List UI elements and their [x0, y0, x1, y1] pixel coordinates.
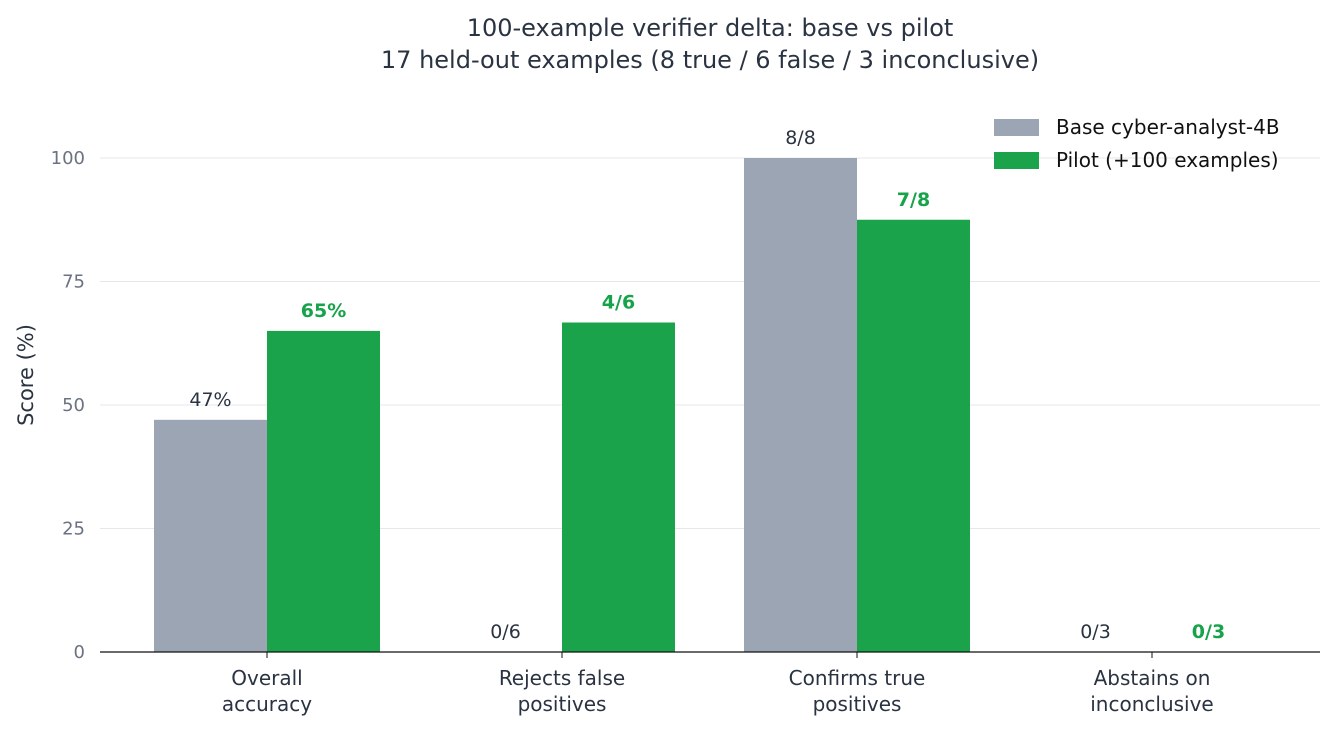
y-tick-label: 25 — [62, 519, 85, 540]
bar-pilot — [857, 219, 970, 652]
legend-label-base: Base cyber-analyst-4B — [1056, 115, 1280, 139]
x-tick-label: accuracy — [222, 692, 312, 716]
data-label-pilot: 4/6 — [602, 292, 635, 314]
data-label-base: 0/6 — [490, 621, 521, 643]
data-labels-group: 47% 0/6 8/8 0/3 65% 4/6 7/8 0/3 — [189, 127, 1225, 643]
y-tick-label: 75 — [62, 272, 85, 293]
data-label-pilot: 65% — [301, 300, 346, 322]
data-label-pilot: 0/3 — [1192, 621, 1225, 643]
data-label-pilot: 7/8 — [897, 189, 930, 211]
data-label-base: 8/8 — [785, 127, 816, 149]
chart-subtitle: 17 held-out examples (8 true / 6 false /… — [381, 46, 1039, 74]
bar-pilot — [562, 322, 675, 652]
data-label-base: 0/3 — [1080, 621, 1111, 643]
x-tick-label: inconclusive — [1090, 692, 1214, 716]
x-tick-label: Rejects false — [499, 666, 625, 690]
y-tick-label: 100 — [51, 148, 85, 169]
x-tick-label: positives — [518, 692, 607, 716]
legend: Base cyber-analyst-4B Pilot (+100 example… — [994, 115, 1280, 172]
bar-base — [744, 158, 857, 652]
x-tick-label: Abstains on — [1094, 666, 1211, 690]
data-label-base: 47% — [189, 389, 231, 411]
legend-swatch-pilot — [994, 152, 1039, 169]
bar-base — [154, 419, 267, 652]
y-tick-label: 0 — [74, 642, 85, 663]
y-axis: 0 25 50 75 100 — [51, 148, 85, 663]
legend-swatch-base — [994, 119, 1039, 136]
chart-title: 100-example verifier delta: base vs pilo… — [467, 14, 954, 42]
legend-label-pilot: Pilot (+100 examples) — [1056, 148, 1279, 172]
y-tick-label: 50 — [62, 395, 85, 416]
x-tick-label: positives — [813, 692, 902, 716]
bar-pilot — [267, 330, 380, 652]
y-axis-label: Score (%) — [14, 324, 38, 426]
bars-group — [154, 158, 970, 652]
x-tick-label: Confirms true — [789, 666, 926, 690]
x-tick-label: Overall — [231, 666, 302, 690]
